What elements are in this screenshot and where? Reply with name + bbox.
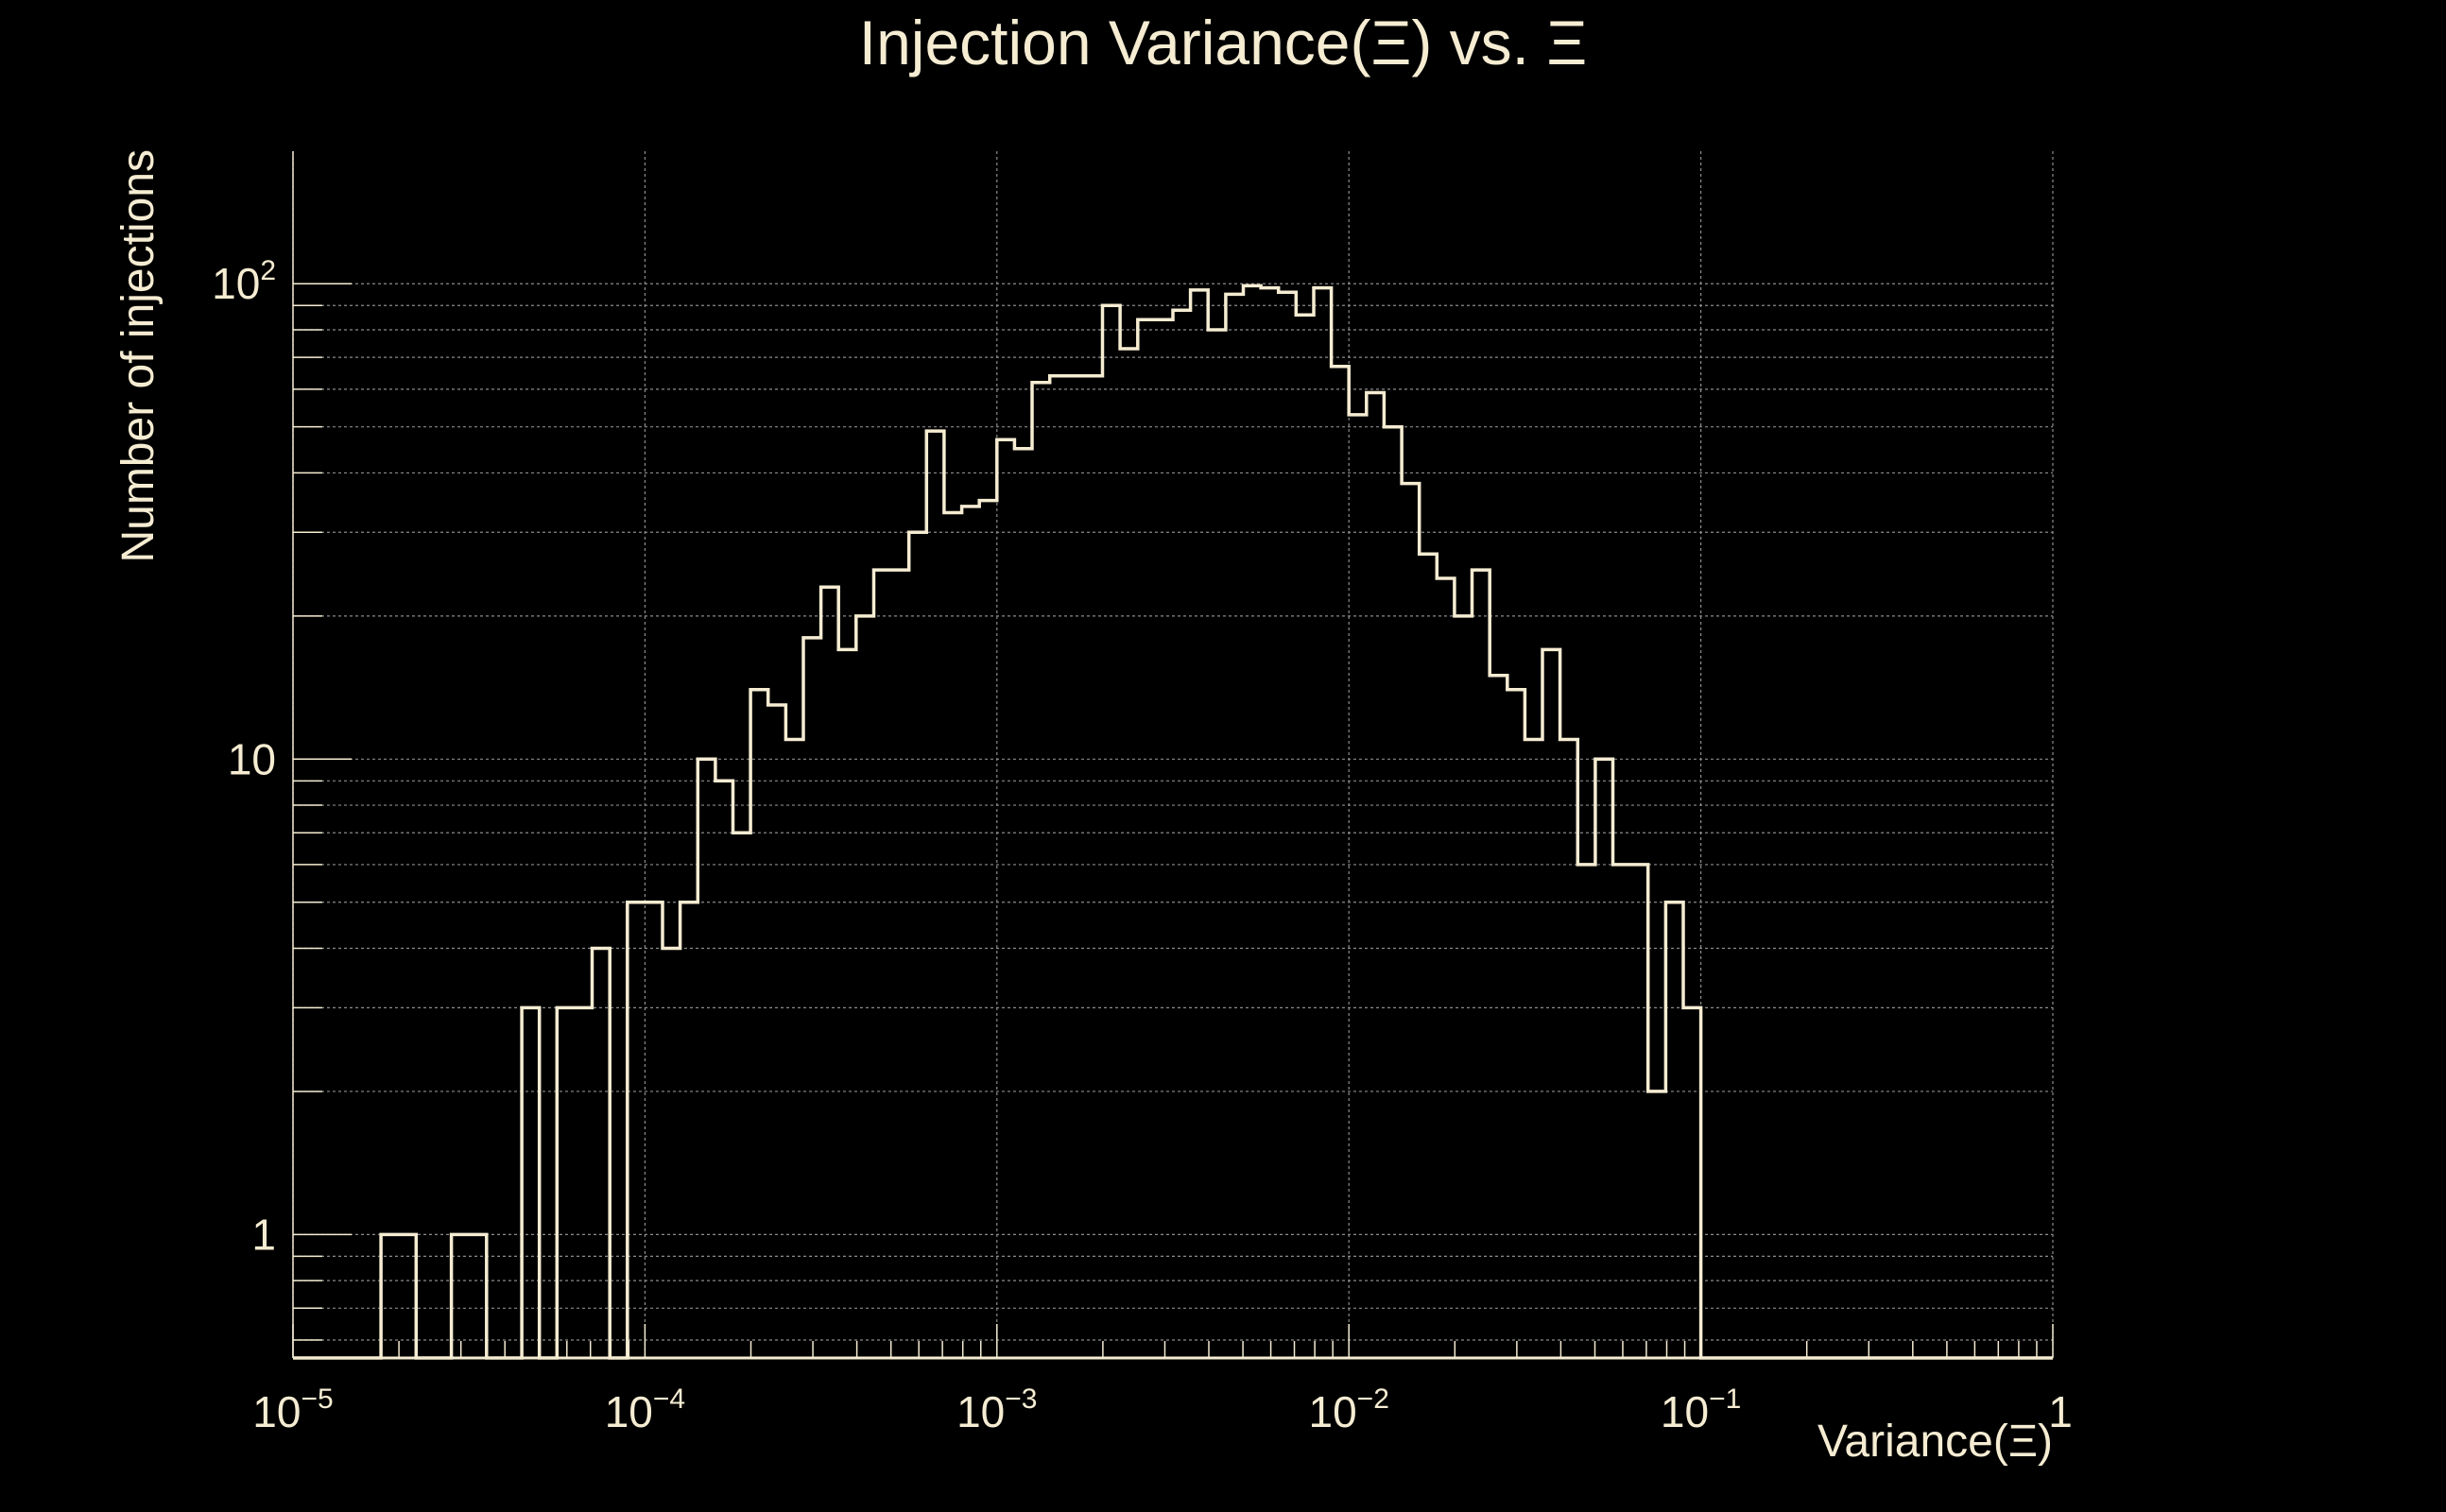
y-tick-label: 10 <box>228 734 276 783</box>
x-tick-label: 1 <box>2048 1387 2073 1436</box>
y-axis-label: Number of injections <box>113 149 164 563</box>
y-tick-label: 102 <box>212 255 276 308</box>
chart-title: Injection Variance(Ξ) vs. Ξ <box>859 8 1588 77</box>
y-tick-label: 1 <box>251 1210 276 1259</box>
x-tick-label: 10−2 <box>1309 1383 1389 1436</box>
grid-lines <box>292 151 2054 1358</box>
x-tick-label: 10−4 <box>605 1383 685 1436</box>
x-tick-labels: 10−5 10−4 10−3 10−2 10−1 1 <box>252 1383 2072 1436</box>
x-tick-label: 10−3 <box>956 1383 1037 1436</box>
x-tick-label: 10−5 <box>252 1383 333 1436</box>
x-axis-label: Variance(Ξ) <box>1817 1417 2053 1467</box>
y-tick-labels: 1 10 102 <box>212 255 276 1259</box>
axis-ticks <box>292 151 2054 1358</box>
x-tick-label: 10−1 <box>1661 1383 1741 1436</box>
